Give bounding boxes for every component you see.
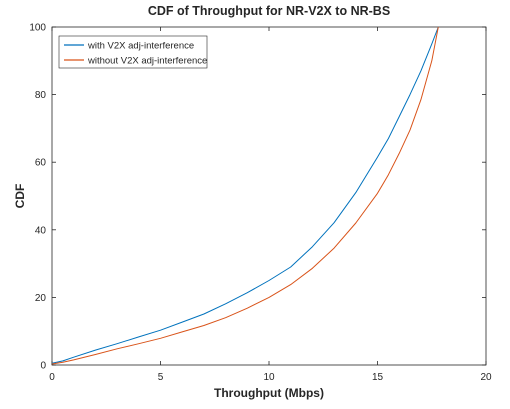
series-layer	[51, 26, 439, 365]
series-line-1	[51, 26, 439, 365]
chart-title: CDF of Throughput for NR-V2X to NR-BS	[148, 4, 390, 18]
plot-area	[51, 26, 487, 366]
y-tick-label: 0	[40, 361, 46, 372]
axis-ticks: 0 5 10 15 20 0 20 40 60 80 100	[29, 23, 492, 384]
legend-entry-with-interference: with V2X adj-interference	[87, 41, 194, 52]
x-tick-label: 15	[372, 372, 384, 383]
y-tick-label: 80	[35, 90, 47, 101]
y-tick-label: 20	[35, 293, 47, 304]
x-tick-label: 20	[480, 372, 492, 383]
y-tick-label: 100	[29, 23, 46, 34]
legend: with V2X adj-interference without V2X ad…	[58, 35, 208, 69]
series-line-0	[51, 26, 439, 364]
x-axis-label: Throughput (Mbps)	[214, 386, 324, 400]
legend-box	[58, 35, 208, 69]
y-tick-label: 40	[35, 225, 47, 236]
x-tick-label: 0	[49, 372, 55, 383]
x-tick-label: 10	[263, 372, 275, 383]
y-tick-label: 60	[35, 158, 47, 169]
y-axis-label: CDF	[13, 184, 27, 209]
x-tick-label: 5	[158, 372, 164, 383]
legend-entry-without-interference: without V2X adj-interference	[87, 56, 207, 67]
